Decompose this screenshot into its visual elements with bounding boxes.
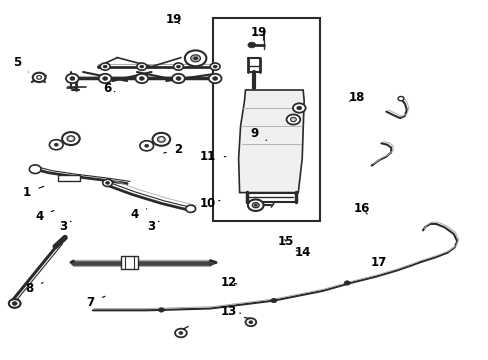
- Text: 6: 6: [103, 82, 115, 95]
- Text: 17: 17: [370, 256, 386, 269]
- Text: 7: 7: [86, 296, 105, 309]
- Circle shape: [286, 114, 300, 125]
- Circle shape: [103, 65, 107, 68]
- Text: 19: 19: [165, 13, 182, 26]
- Circle shape: [397, 96, 403, 101]
- Text: 3: 3: [60, 220, 71, 233]
- Circle shape: [254, 204, 257, 206]
- Circle shape: [176, 65, 180, 68]
- Bar: [212, 18, 320, 221]
- Circle shape: [173, 63, 183, 70]
- Circle shape: [175, 329, 186, 337]
- Text: 4: 4: [130, 208, 146, 221]
- Text: 15: 15: [277, 235, 294, 248]
- Circle shape: [102, 77, 107, 80]
- Circle shape: [70, 77, 75, 80]
- Circle shape: [270, 298, 276, 303]
- Circle shape: [99, 74, 111, 83]
- Text: 2: 2: [163, 143, 182, 156]
- Circle shape: [29, 165, 41, 174]
- Circle shape: [160, 138, 163, 140]
- Text: 5: 5: [13, 57, 28, 72]
- Circle shape: [144, 144, 148, 147]
- Circle shape: [105, 181, 109, 184]
- Circle shape: [344, 281, 349, 285]
- Circle shape: [212, 77, 217, 80]
- Circle shape: [66, 74, 79, 83]
- Circle shape: [290, 117, 296, 122]
- Text: 12: 12: [220, 276, 237, 289]
- Circle shape: [9, 299, 20, 308]
- Circle shape: [137, 63, 146, 70]
- Circle shape: [252, 203, 259, 208]
- Text: 14: 14: [294, 246, 311, 258]
- Circle shape: [12, 302, 17, 305]
- Circle shape: [176, 77, 181, 80]
- Text: 19: 19: [250, 26, 267, 39]
- Circle shape: [245, 318, 256, 326]
- Circle shape: [62, 132, 80, 145]
- Circle shape: [37, 76, 41, 79]
- Text: 11: 11: [199, 150, 225, 163]
- Text: 3: 3: [147, 220, 159, 233]
- Circle shape: [152, 133, 170, 146]
- Text: 18: 18: [348, 91, 365, 104]
- Circle shape: [247, 199, 263, 211]
- Text: 13: 13: [220, 305, 240, 318]
- Circle shape: [210, 63, 220, 70]
- Circle shape: [67, 136, 75, 141]
- Circle shape: [157, 136, 165, 142]
- Text: 4: 4: [35, 210, 54, 222]
- Circle shape: [292, 103, 305, 113]
- Circle shape: [100, 63, 110, 70]
- Circle shape: [184, 50, 206, 66]
- Text: 10: 10: [199, 197, 219, 210]
- Circle shape: [135, 74, 148, 83]
- Circle shape: [102, 179, 112, 186]
- Circle shape: [140, 141, 153, 151]
- Circle shape: [33, 73, 45, 82]
- Circle shape: [190, 55, 200, 62]
- Circle shape: [179, 332, 183, 334]
- Text: 1: 1: [23, 186, 44, 199]
- Circle shape: [185, 205, 195, 212]
- Circle shape: [296, 106, 301, 110]
- Circle shape: [38, 77, 40, 78]
- Circle shape: [208, 74, 221, 83]
- Bar: [58, 175, 80, 181]
- Circle shape: [248, 321, 252, 324]
- Circle shape: [49, 140, 63, 150]
- Circle shape: [158, 308, 164, 312]
- Circle shape: [213, 65, 217, 68]
- Text: 8: 8: [25, 282, 43, 294]
- Circle shape: [193, 57, 197, 60]
- Circle shape: [140, 65, 143, 68]
- Text: 16: 16: [353, 202, 369, 215]
- Text: 9: 9: [250, 127, 266, 140]
- Circle shape: [172, 74, 184, 83]
- Circle shape: [247, 42, 255, 48]
- Circle shape: [54, 143, 58, 146]
- Circle shape: [139, 77, 144, 80]
- Circle shape: [69, 138, 72, 140]
- Polygon shape: [238, 90, 304, 193]
- Bar: [121, 256, 138, 269]
